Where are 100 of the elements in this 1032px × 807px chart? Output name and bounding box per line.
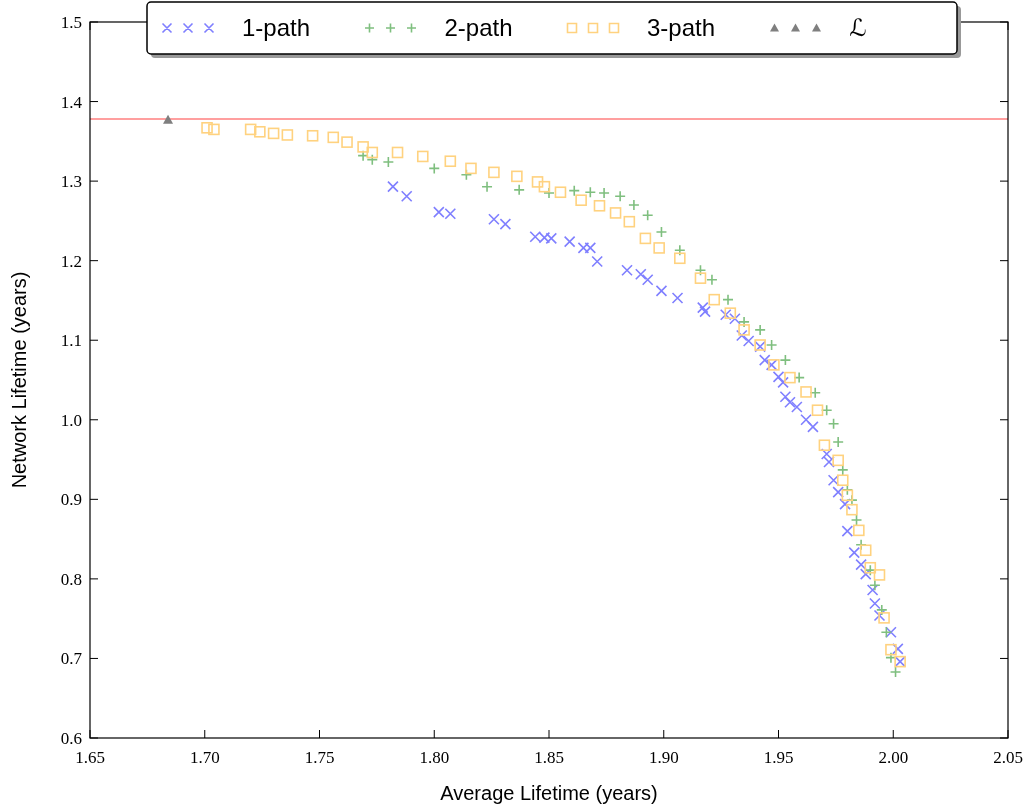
point [628,199,640,211]
point [201,122,213,134]
point [575,194,587,206]
point [366,146,379,159]
x-tick-label: 1.90 [648,748,679,767]
point [513,184,525,196]
point [841,489,854,502]
legend-label: 2-path [444,14,513,41]
point [635,268,647,280]
point [809,386,822,399]
point [878,612,890,624]
y-tick-label: 1.0 [60,410,82,430]
point [488,213,500,226]
point [855,558,867,571]
point [791,401,803,413]
point [416,150,429,163]
point [465,162,477,175]
point [591,255,603,268]
point [639,232,652,245]
point [729,312,741,325]
point [875,604,888,616]
point [779,354,792,366]
x-tick-label: 1.75 [304,748,335,767]
point [779,390,792,403]
point [641,209,654,222]
point [699,305,711,318]
point [724,307,737,319]
point [869,579,881,592]
point [772,371,785,383]
point [839,498,851,510]
point [584,186,597,199]
y-tick-label: 0.9 [60,490,82,510]
point [382,156,395,168]
point [244,123,257,136]
point [366,153,379,166]
x-tick-label: 1.80 [419,748,450,767]
point [499,218,512,230]
point [696,301,709,314]
point [859,568,872,580]
point [848,546,861,559]
point [754,324,766,336]
point [823,456,835,468]
point [859,544,872,557]
point [694,264,707,277]
point [281,129,294,141]
y-tick-label: 0.6 [60,729,82,748]
point [391,146,404,159]
point [623,215,636,228]
point [800,386,812,398]
x-tick-label: 1.85 [534,748,564,767]
point [341,136,353,148]
point [758,354,771,366]
point [428,162,441,175]
point [568,184,581,197]
x-tick-label: 1.65 [75,748,105,767]
point [793,371,805,384]
point [163,114,174,124]
point [873,609,886,622]
point [885,626,897,638]
point [708,293,721,306]
point [653,242,665,254]
point [892,643,904,655]
point [511,170,523,183]
point [841,525,854,537]
point [327,131,340,144]
point [738,316,750,328]
point [593,199,606,212]
point [742,335,755,347]
y-tick-label: 1.1 [60,331,82,351]
x-tick-label: 1.95 [763,748,794,767]
y-tick-label: 1.2 [60,251,82,271]
point [254,125,266,138]
point [885,643,897,656]
point [873,569,886,581]
y-tick-label: 0.7 [60,649,83,669]
point [674,244,686,257]
point [841,483,854,496]
y-tick-label: 1.4 [60,92,83,112]
point [444,155,457,168]
point [481,180,493,193]
point [400,190,413,203]
point [598,187,610,199]
point [853,524,865,537]
point [738,324,750,336]
point [671,292,684,304]
point [655,226,668,238]
point [811,404,824,417]
y-tick-label: 0.8 [60,569,82,589]
point [869,597,881,610]
x-axis-title: Average Lifetime (years) [440,782,658,804]
x-tick-label: 2.00 [878,748,909,767]
point [609,207,622,219]
point [554,186,567,199]
point [846,503,858,516]
point [832,436,844,448]
point [488,166,500,179]
point [674,252,686,265]
point [850,514,863,526]
point [866,584,879,596]
legend-label: ℒ [849,14,867,41]
